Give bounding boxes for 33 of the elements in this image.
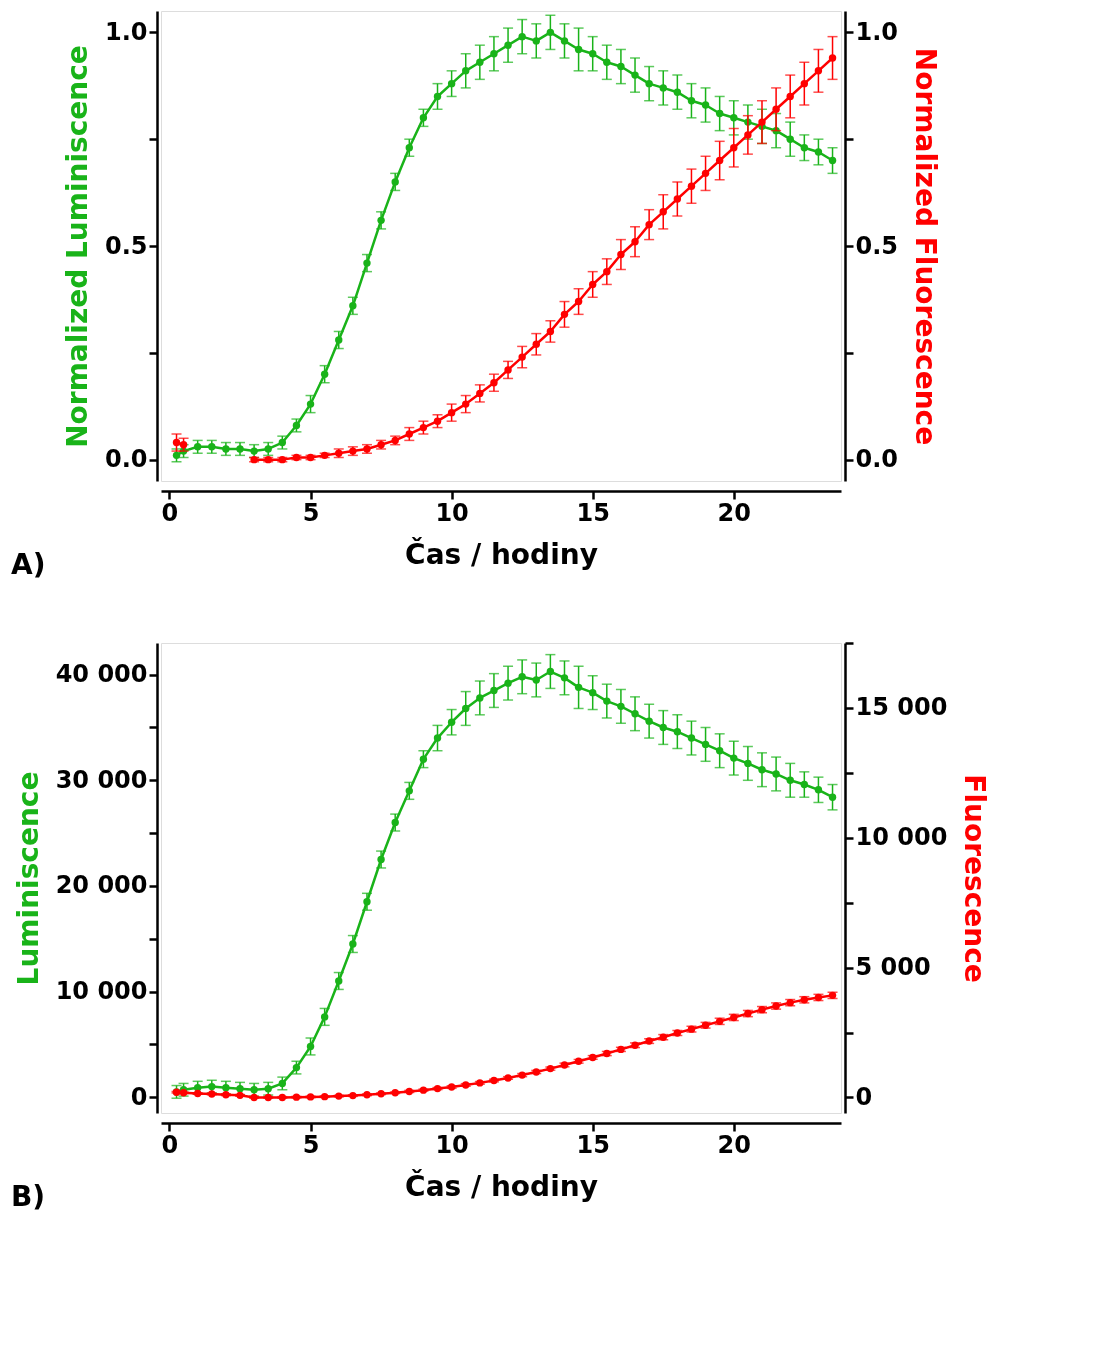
y-axis-title: Luminiscence — [11, 771, 45, 986]
y2-tick-label: 10 000 — [855, 823, 948, 852]
y-tick-label: 0.5 — [104, 231, 148, 260]
y-tick-label: 0 — [130, 1082, 148, 1111]
y-axis-title: Normalized Luminiscence — [60, 45, 94, 448]
x-tick-label: 15 — [576, 498, 610, 527]
x-tick-label: 5 — [302, 1130, 320, 1159]
y2-axis-title: Normalized Fluorescence — [909, 47, 943, 446]
y2-tick-label: 1.0 — [855, 17, 899, 46]
y2-axis-title: Fluorescence — [958, 774, 992, 983]
x-tick-label: 5 — [302, 498, 320, 527]
y-tick-label: 10 000 — [55, 977, 148, 1006]
y-tick-label: 1.0 — [104, 17, 148, 46]
x-axis-title: Čas / hodiny — [405, 536, 598, 571]
x-tick-label: 10 — [435, 1130, 469, 1159]
text: B) — [11, 1180, 46, 1213]
y2-tick-label: 5 000 — [855, 953, 931, 982]
x-axis-title: Čas / hodiny — [405, 1168, 598, 1203]
x-tick-label: 10 — [435, 498, 469, 527]
text: A) — [11, 548, 46, 581]
y2-tick-label: 0 — [855, 1082, 873, 1111]
y-tick-label: 40 000 — [55, 660, 148, 689]
x-tick-label: 20 — [717, 498, 751, 527]
y-tick-label: 20 000 — [55, 871, 148, 900]
x-tick-label: 0 — [161, 498, 179, 527]
x-tick-label: 20 — [717, 1130, 751, 1159]
y2-tick-label: 15 000 — [855, 693, 948, 722]
y2-tick-label: 0.5 — [855, 231, 899, 260]
y-tick-label: 30 000 — [55, 765, 148, 794]
y-tick-label: 0.0 — [104, 445, 148, 474]
x-tick-label: 0 — [161, 1130, 179, 1159]
x-tick-label: 15 — [576, 1130, 610, 1159]
y2-tick-label: 0.0 — [855, 445, 899, 474]
